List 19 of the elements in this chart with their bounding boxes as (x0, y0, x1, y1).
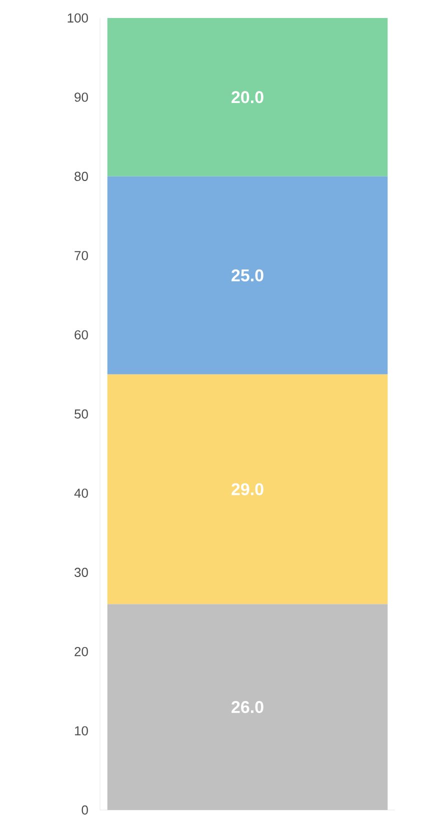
bar (107, 374, 388, 604)
y-tick-label: 90 (74, 92, 88, 102)
data-label: 25.0 (232, 269, 264, 282)
bar (107, 18, 388, 176)
bar (107, 604, 388, 810)
y-tick-label: 10 (75, 726, 88, 736)
y-tick-label: 40 (74, 488, 88, 498)
data-label: 29.0 (232, 483, 264, 496)
y-tick-label: 20 (74, 646, 88, 656)
y-tick-label: 80 (74, 172, 88, 181)
bar (107, 176, 388, 374)
y-tick-label: 60 (74, 330, 88, 340)
data-label: 26.0 (232, 701, 264, 714)
y-tick-label: 30 (74, 568, 88, 577)
y-tick-label: 70 (74, 250, 88, 260)
y-tick-label: 50 (74, 409, 88, 419)
y-tick-label: 0 (82, 805, 88, 815)
y-tick-label: 100 (68, 13, 88, 23)
data-label: 20.0 (232, 91, 264, 104)
